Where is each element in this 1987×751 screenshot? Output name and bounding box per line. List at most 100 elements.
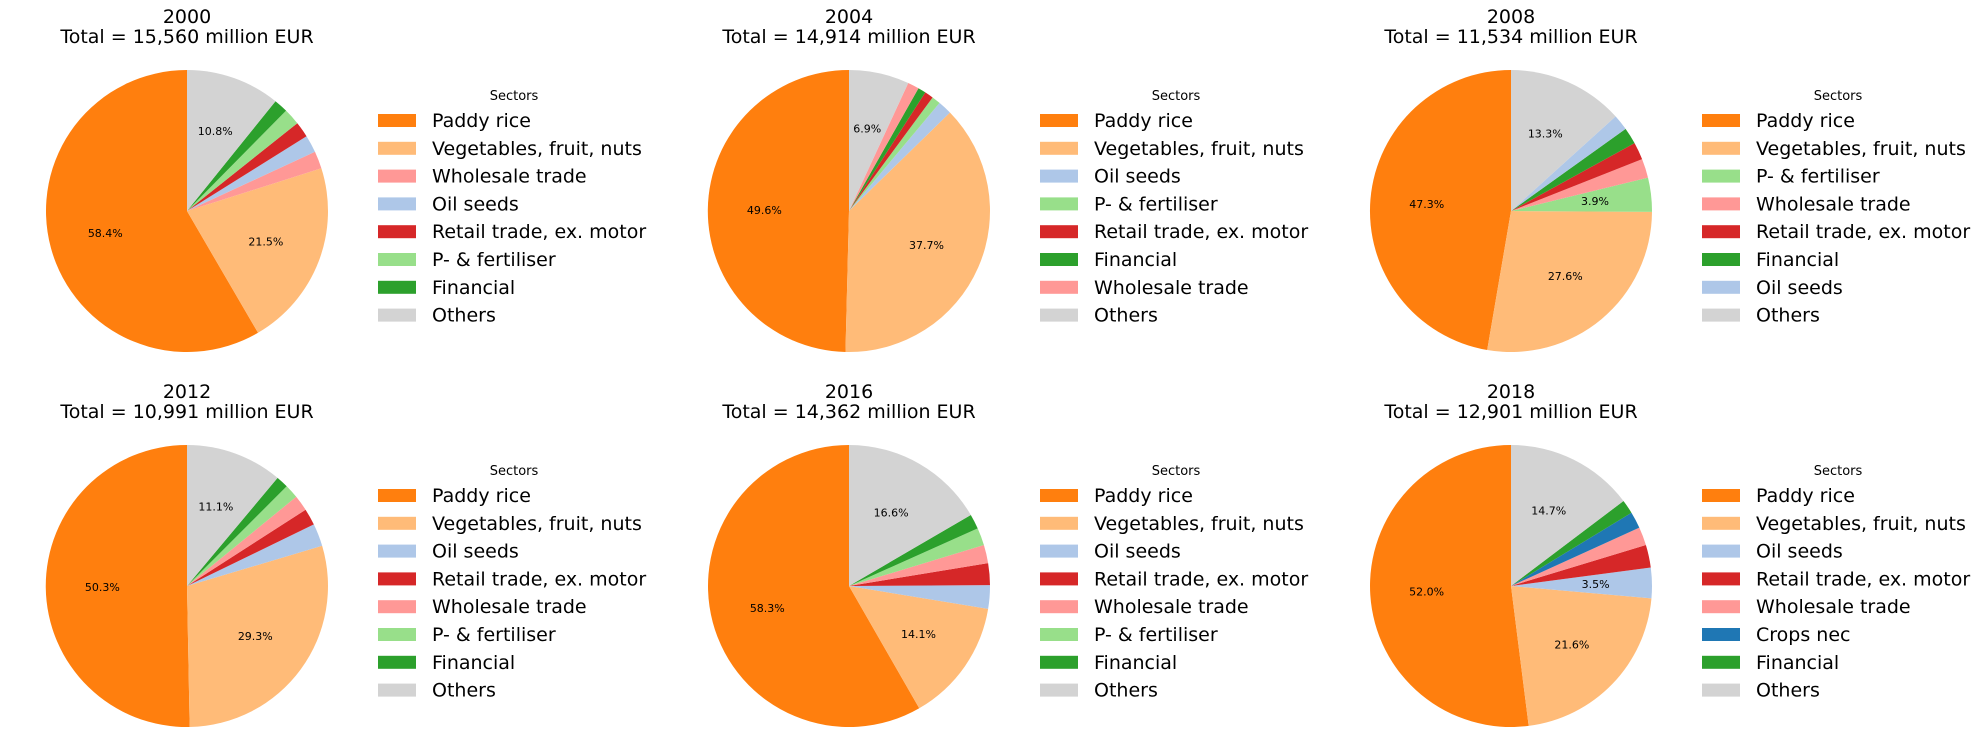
legend-swatch (1702, 655, 1740, 669)
legend-label: Crops nec (1756, 624, 1850, 646)
pie-slice-wholesale-trade (849, 544, 989, 586)
legend-swatch (1040, 683, 1078, 697)
legend-label: P- & fertiliser (1094, 193, 1218, 215)
legend-label: Wholesale trade (1094, 277, 1249, 299)
legend-item: Oil seeds (1702, 277, 1843, 299)
legend-swatch (1040, 572, 1078, 586)
legend-item: Wholesale trade (378, 166, 587, 188)
legend-item: P- & fertiliser (1040, 193, 1218, 215)
legend-item: Oil seeds (378, 193, 519, 215)
legend-item: Financial (1702, 249, 1839, 271)
pie-slice-retail-trade-ex-motor (187, 123, 307, 211)
legend-swatch (378, 141, 416, 155)
pie-slice-paddy-rice (45, 70, 259, 352)
legend-item: Paddy rice (1702, 485, 1855, 507)
chart-title: 2018 (1487, 381, 1535, 403)
slice-pct-label: 58.4% (88, 227, 123, 240)
legend-item: Others (378, 680, 496, 702)
legend-label: Oil seeds (1094, 541, 1181, 563)
legend-item: Others (1040, 680, 1158, 702)
legend-swatch (1040, 308, 1078, 322)
legend-swatch (1702, 516, 1740, 530)
legend-label: Paddy rice (432, 485, 531, 507)
legend-swatch (1702, 253, 1740, 266)
pie-slice-wholesale-trade (1511, 527, 1646, 586)
slice-pct-label: 3.9% (1581, 195, 1609, 208)
legend-item: Vegetables, fruit, nuts (378, 138, 642, 160)
legend-label: Vegetables, fruit, nuts (1756, 513, 1966, 535)
legend-label: Wholesale trade (1756, 596, 1911, 618)
pie-slice-financial (849, 514, 978, 586)
pie-slice-wholesale-trade (849, 83, 919, 211)
legend-swatch (1702, 197, 1740, 211)
legend-item: Wholesale trade (1702, 596, 1911, 618)
legend-label: Financial (1756, 652, 1839, 674)
legend-swatch (378, 114, 416, 127)
slice-pct-label: 49.6% (747, 204, 782, 217)
legend-swatch (378, 253, 416, 266)
legend-swatch (1040, 628, 1078, 641)
legend-item: Crops nec (1702, 624, 1850, 646)
pie-slice-p-fertiliser (849, 528, 984, 586)
pie-slice-vegetables-fruit-nuts (187, 545, 328, 727)
pie-slice-retail-trade-ex-motor (1511, 143, 1643, 211)
legend-item: Vegetables, fruit, nuts (1702, 138, 1966, 160)
legend-label: Oil seeds (1756, 541, 1843, 563)
pie-slice-vegetables-fruit-nuts (845, 112, 991, 353)
legend: Sectors Paddy rice Vegetables, fruit, nuts… (1040, 464, 1308, 702)
legend-item: Others (1702, 305, 1820, 327)
pie-slice-oil-seeds (1511, 567, 1652, 599)
legend-item: Oil seeds (1702, 541, 1843, 563)
legend-label: Financial (1094, 652, 1177, 674)
legend-title: Sectors (490, 89, 539, 104)
legend-label: Vegetables, fruit, nuts (1094, 138, 1304, 160)
pie-slice-vegetables-fruit-nuts (187, 168, 328, 333)
legend-item: Retail trade, ex. motor (1702, 221, 1970, 243)
legend-swatch (1702, 308, 1740, 322)
legend-item: Retail trade, ex. motor (1702, 568, 1970, 590)
legend-swatch (378, 600, 416, 614)
slice-pct-label: 16.6% (874, 507, 909, 520)
legend-label: Others (1756, 305, 1820, 327)
legend-title: Sectors (1152, 464, 1201, 479)
pie-slice-oil-seeds (187, 136, 315, 211)
legend-swatch (378, 280, 416, 294)
slice-pct-label: 6.9% (853, 122, 881, 135)
pie-slice-vegetables-fruit-nuts (1487, 211, 1652, 353)
legend-label: Retail trade, ex. motor (432, 221, 646, 243)
legend-item: Others (378, 305, 496, 327)
pie-slice-retail-trade-ex-motor (849, 92, 933, 211)
legend-label: Paddy rice (1756, 485, 1855, 507)
legend-label: Paddy rice (1094, 110, 1193, 132)
pie-slice-oil-seeds (849, 585, 991, 609)
legend-label: Paddy rice (1756, 110, 1855, 132)
legend-item: P- & fertiliser (378, 249, 556, 271)
legend-item: Retail trade, ex. motor (378, 568, 646, 590)
pie-slice-wholesale-trade (1511, 159, 1648, 211)
legend-title: Sectors (1814, 464, 1863, 479)
legend-item: Retail trade, ex. motor (378, 221, 646, 243)
pie-slice-p-fertiliser (849, 97, 940, 211)
legend: Sectors Paddy rice Vegetables, fruit, nuts… (378, 89, 646, 327)
legend: Sectors Paddy rice Vegetables, fruit, nuts… (1702, 464, 1970, 702)
legend-swatch (1040, 225, 1078, 239)
slice-pct-label: 52.0% (1409, 585, 1444, 598)
legend-swatch (378, 169, 416, 183)
chart-subtitle: Total = 14,914 million EUR (721, 26, 975, 48)
pie-slice-oil-seeds (1511, 116, 1626, 211)
legend-label: Others (1094, 305, 1158, 327)
pie-slice-financial (1511, 128, 1635, 211)
legend-label: Wholesale trade (1756, 193, 1911, 215)
legend-title: Sectors (1152, 89, 1201, 104)
legend-swatch (1702, 683, 1740, 697)
chart-title: 2008 (1487, 6, 1535, 28)
legend-swatch (378, 628, 416, 641)
legend-label: Wholesale trade (1094, 596, 1249, 618)
legend-swatch (1702, 628, 1740, 641)
